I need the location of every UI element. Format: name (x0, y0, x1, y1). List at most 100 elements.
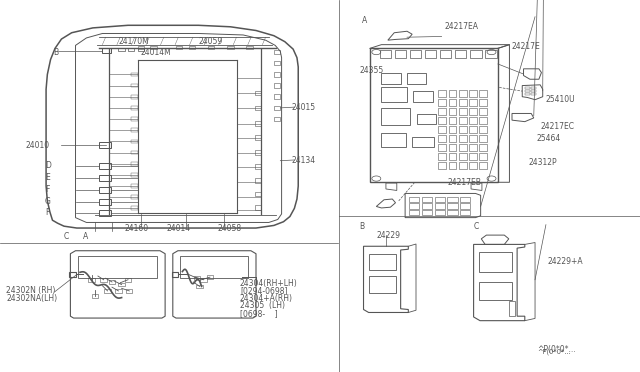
Bar (531, 87, 536, 89)
Bar (438, 90, 446, 97)
Text: E: E (45, 173, 49, 182)
Text: B: B (360, 222, 365, 231)
Bar (509, 301, 515, 316)
Bar (435, 210, 445, 215)
Text: 24058: 24058 (218, 224, 242, 233)
Bar (255, 91, 261, 95)
Bar (131, 162, 138, 166)
Bar (255, 164, 261, 169)
Bar (435, 203, 445, 209)
Text: 24160: 24160 (125, 224, 149, 233)
Bar (115, 289, 122, 293)
Bar (131, 106, 138, 110)
Text: 24134: 24134 (291, 156, 316, 165)
Text: 24302N (RH): 24302N (RH) (6, 286, 56, 295)
Bar (100, 278, 107, 282)
Bar (381, 73, 401, 84)
Text: B: B (53, 48, 58, 57)
Bar (460, 197, 470, 202)
Bar (172, 272, 178, 277)
Bar (449, 162, 456, 169)
Bar (479, 153, 487, 160)
Bar (104, 289, 111, 293)
Bar (447, 197, 458, 202)
Bar (196, 285, 203, 288)
Bar (438, 108, 446, 115)
Text: 25410U: 25410U (545, 95, 575, 104)
Bar (395, 50, 406, 58)
Text: 25464: 25464 (536, 134, 561, 143)
Bar (274, 94, 280, 99)
Bar (255, 121, 261, 126)
Bar (409, 197, 419, 202)
Bar (99, 210, 111, 216)
Bar (194, 276, 200, 280)
Text: A: A (83, 232, 88, 241)
Bar (207, 275, 213, 279)
Bar (470, 50, 481, 58)
Bar (479, 90, 487, 97)
Bar (525, 87, 530, 89)
Bar (449, 90, 456, 97)
Bar (479, 135, 487, 142)
Bar (99, 142, 111, 148)
Bar (109, 280, 115, 284)
Bar (369, 254, 396, 270)
Bar (180, 256, 248, 278)
Text: 24015: 24015 (291, 103, 316, 112)
Bar (479, 117, 487, 124)
Bar (131, 95, 138, 99)
Bar (99, 175, 111, 181)
Bar (469, 99, 477, 106)
Bar (255, 205, 261, 210)
Bar (531, 90, 536, 92)
Bar (479, 144, 487, 151)
Bar (449, 99, 456, 106)
Bar (459, 126, 467, 133)
Bar (479, 282, 512, 300)
Text: 24014M: 24014M (141, 48, 172, 57)
Bar (438, 99, 446, 106)
Text: 24312P: 24312P (529, 158, 557, 167)
Bar (88, 278, 95, 282)
Text: F: F (45, 185, 49, 194)
Bar (92, 294, 98, 298)
Text: C: C (474, 222, 479, 231)
Bar (459, 90, 467, 97)
Bar (131, 151, 138, 154)
Text: F: F (45, 208, 49, 217)
Bar (425, 50, 436, 58)
Bar (525, 93, 530, 95)
Bar (438, 135, 446, 142)
Text: 24014: 24014 (166, 224, 191, 233)
Text: ^P(0*0*...: ^P(0*0*... (538, 345, 576, 354)
Bar (381, 87, 407, 102)
Bar (479, 162, 487, 169)
Bar (125, 278, 131, 282)
Bar (459, 108, 467, 115)
Bar (459, 162, 467, 169)
Bar (469, 117, 477, 124)
Bar (102, 48, 111, 53)
Bar (138, 46, 144, 49)
Text: 24304(RH+LH): 24304(RH+LH) (240, 279, 298, 288)
Bar (99, 163, 111, 169)
Bar (380, 50, 391, 58)
Bar (459, 144, 467, 151)
Bar (413, 91, 433, 102)
Bar (422, 197, 432, 202)
Text: C: C (64, 232, 69, 241)
Bar (422, 210, 432, 215)
Bar (449, 117, 456, 124)
Text: 24304+A(RH): 24304+A(RH) (240, 294, 293, 303)
Bar (255, 135, 261, 140)
Bar (438, 126, 446, 133)
Text: 24217EC: 24217EC (541, 122, 575, 131)
Bar (459, 153, 467, 160)
Bar (479, 126, 487, 133)
Bar (438, 162, 446, 169)
Bar (412, 137, 434, 147)
Bar (274, 50, 280, 54)
Bar (460, 210, 470, 215)
Text: 24217EA: 24217EA (445, 22, 479, 31)
